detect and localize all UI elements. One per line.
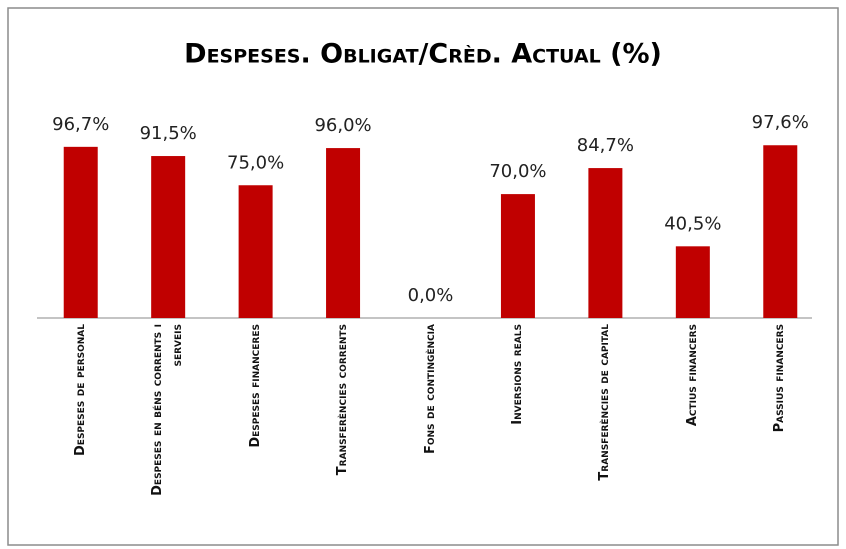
value-label: 75,0% [227, 152, 284, 173]
chart-title: Despeses. Obligat/Crèd. Actual (%) [184, 39, 662, 70]
value-label: 96,7% [52, 114, 109, 135]
value-label: 96,0% [314, 115, 371, 136]
x-tick-label: Inversions reals [496, 324, 540, 538]
bar [763, 145, 798, 318]
x-tick-label-text: Transferències corrents [335, 324, 351, 476]
x-tick-label: Despeses de personal [59, 324, 103, 538]
x-tick-label-text: Fons de contingència [422, 324, 438, 455]
value-label: 84,7% [577, 135, 634, 156]
x-tick-label-text: Passius financers [772, 324, 788, 433]
bar [238, 185, 273, 318]
bar [326, 148, 361, 318]
x-tick-label: Transferències corrents [321, 324, 365, 538]
value-label: 91,5% [140, 123, 197, 144]
bar [588, 168, 623, 318]
x-tick-label-text: Actius financers [684, 324, 700, 427]
bar [151, 156, 186, 318]
x-tick-label-text: Inversions reals [509, 324, 525, 425]
x-tick-label: Transferències de capital [583, 324, 627, 538]
bar [500, 194, 535, 318]
value-label: 70,0% [489, 161, 546, 182]
value-label: 97,6% [752, 112, 809, 133]
x-tick-label: Passius financers [758, 324, 802, 538]
x-tick-label: Despeses financeres [234, 324, 278, 538]
x-tick-label-text: Despeses en béns corrents i serveis [150, 324, 186, 496]
value-label: 0,0% [408, 285, 454, 306]
x-tick-label: Actius financers [671, 324, 715, 538]
x-tick-label: Fons de contingència [409, 324, 453, 538]
bar [675, 246, 710, 318]
x-tick-label-text: Transferències de capital [597, 324, 613, 481]
x-tick-label: Despeses en béns corrents i serveis [146, 324, 190, 538]
x-tick-label-text: Despeses de personal [72, 324, 88, 456]
x-tick-label-text: Despeses financeres [247, 324, 263, 448]
value-label: 40,5% [664, 213, 721, 234]
bar [63, 146, 98, 318]
